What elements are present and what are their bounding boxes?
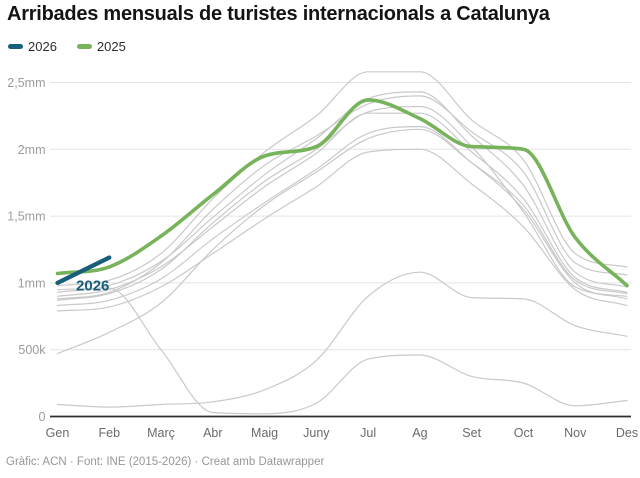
series-line-2025 (55, 98, 629, 288)
x-tick-label: Nov (564, 426, 587, 440)
x-tick-label: Des (616, 426, 638, 440)
series-line-2020 (56, 287, 628, 415)
series-line-2015 (56, 148, 628, 312)
x-tick-label: Feb (98, 426, 120, 440)
series-line-2016 (56, 126, 628, 307)
series-line-2021 (56, 271, 628, 408)
legend-item-2025: 2025 (76, 39, 126, 54)
y-tick-label: 2mm (18, 143, 46, 157)
x-tick-label: Oct (514, 426, 534, 440)
x-tick-label: Gen (46, 426, 70, 440)
legend-item-2026: 2026 (8, 39, 57, 54)
series-line-2022 (56, 128, 628, 355)
y-tick-label: 2,5mm (7, 76, 45, 90)
legend-label: 2025 (96, 39, 126, 54)
x-tick-label: Maig (251, 426, 278, 440)
x-tick-label: Ag (412, 426, 427, 440)
legend-swatch-2025 (76, 44, 92, 49)
legend: 2026 2025 (8, 39, 126, 54)
x-tick-label: Abr (203, 426, 222, 440)
legend-label: 2026 (28, 39, 57, 54)
series-line-2026 (55, 255, 112, 286)
legend-swatch-2026 (8, 44, 23, 49)
series-line-2024 (56, 71, 628, 287)
x-tick-label: Juny (303, 426, 330, 440)
series-line-2018 (56, 112, 628, 297)
series-line-2023 (56, 95, 628, 300)
y-tick-label: 1mm (18, 276, 46, 290)
series-label-2026: 2026 (76, 277, 109, 294)
y-tick-label: 500k (18, 343, 46, 357)
chart-title: Arribades mensuals de turistes internaci… (7, 3, 550, 25)
x-tick-label: Març (147, 426, 175, 440)
x-tick-label: Jul (360, 426, 376, 440)
y-tick-label: 0 (39, 410, 46, 424)
chart-footer: Gràfic: ACN · Font: INE (2015-2026) · Cr… (6, 456, 325, 468)
y-tick-label: 1,5mm (7, 210, 45, 224)
x-tick-label: Set (462, 426, 481, 440)
